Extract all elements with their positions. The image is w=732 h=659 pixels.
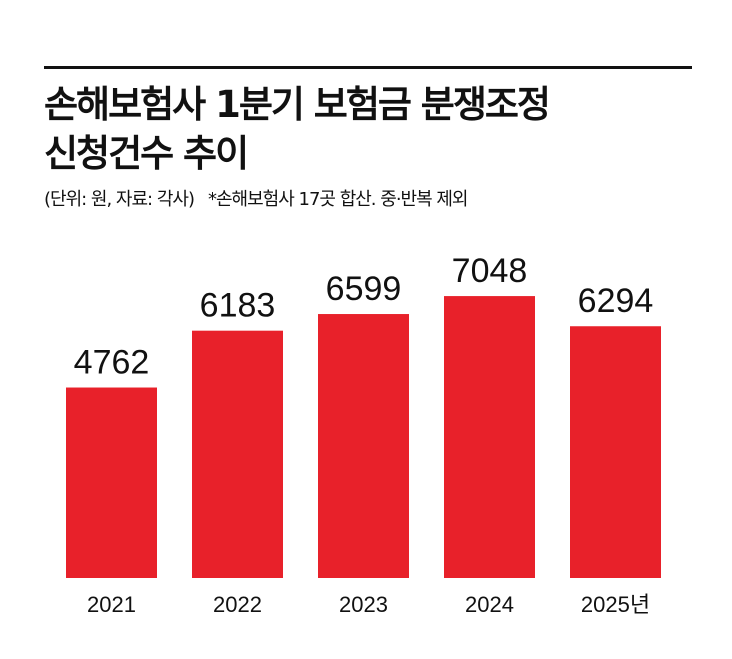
title-line-2: 신청건수 추이 bbox=[44, 132, 249, 175]
value-label-2022: 6183 bbox=[200, 287, 276, 325]
chart-subtitle: (단위: 원, 자료: 각사) *손해보험사 17곳 합산. 중·반복 제외 bbox=[44, 188, 468, 212]
value-labels-group: 4762 6183 6599 7048 6294 bbox=[74, 252, 654, 381]
value-label-2023: 6599 bbox=[326, 270, 402, 308]
title-line-1: 손해보험사 1분기 보험금 분쟁조정 bbox=[44, 83, 551, 126]
value-label-2025년: 6294 bbox=[578, 282, 654, 320]
bar-2021 bbox=[66, 387, 157, 578]
x-tick-label-2023: 2023 bbox=[339, 592, 388, 617]
value-label-2021: 4762 bbox=[74, 344, 150, 382]
bar-2024 bbox=[444, 296, 535, 578]
x-tick-label-2022: 2022 bbox=[213, 592, 262, 617]
bar-2023 bbox=[318, 314, 409, 578]
x-tick-label-2025년: 2025년 bbox=[581, 592, 650, 617]
bars-group bbox=[66, 296, 661, 578]
bar-2025년 bbox=[570, 326, 661, 578]
footnote-label: *손해보험사 17곳 합산. 중·반복 제외 bbox=[207, 189, 469, 210]
x-tick-label-2024: 2024 bbox=[465, 592, 514, 617]
bar-2022 bbox=[192, 330, 283, 578]
x-tick-labels-group: 2021 2022 2023 2024 2025년 bbox=[87, 592, 650, 617]
x-tick-label-2021: 2021 bbox=[87, 592, 136, 617]
unit-source-label: (단위: 원, 자료: 각사) bbox=[44, 189, 195, 210]
value-label-2024: 7048 bbox=[452, 252, 528, 290]
chart-title: 손해보험사 1분기 보험금 분쟁조정 신청건수 추이 bbox=[44, 80, 551, 178]
top-rule bbox=[44, 66, 692, 69]
